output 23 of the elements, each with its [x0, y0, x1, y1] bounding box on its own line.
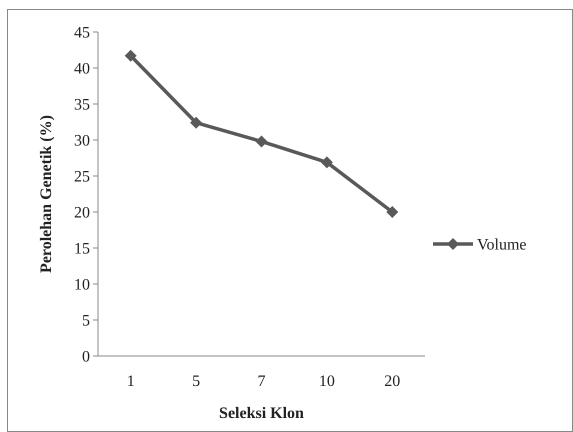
x-tick-label: 20: [384, 373, 400, 390]
y-axis-title: Perolehan Genetik (%): [38, 115, 55, 273]
y-tick-label: 10: [74, 276, 90, 294]
y-tick-label: 45: [74, 24, 90, 42]
x-tick-label: 7: [258, 373, 266, 390]
y-tick-label: 0: [82, 348, 90, 366]
point: [320, 156, 333, 168]
point: [190, 116, 202, 129]
legend-label: Volume: [477, 236, 526, 254]
x-tick-label: 1: [126, 373, 135, 390]
x-axis-title: Seleksi Klon: [219, 405, 304, 422]
y-tick-label: 15: [74, 240, 90, 258]
y-tick-label: 25: [74, 168, 90, 186]
x-tick-label: 10: [318, 373, 335, 390]
y-tick-label: 40: [74, 60, 90, 78]
y-tick-label: 5: [82, 312, 90, 330]
y-tick-label: 30: [74, 132, 90, 150]
y-tick-label: 20: [74, 204, 90, 222]
x-tick-label: 5: [192, 373, 200, 390]
point: [124, 50, 137, 62]
y-tick-label: 35: [74, 96, 90, 114]
point: [386, 206, 398, 218]
point: [256, 135, 268, 148]
